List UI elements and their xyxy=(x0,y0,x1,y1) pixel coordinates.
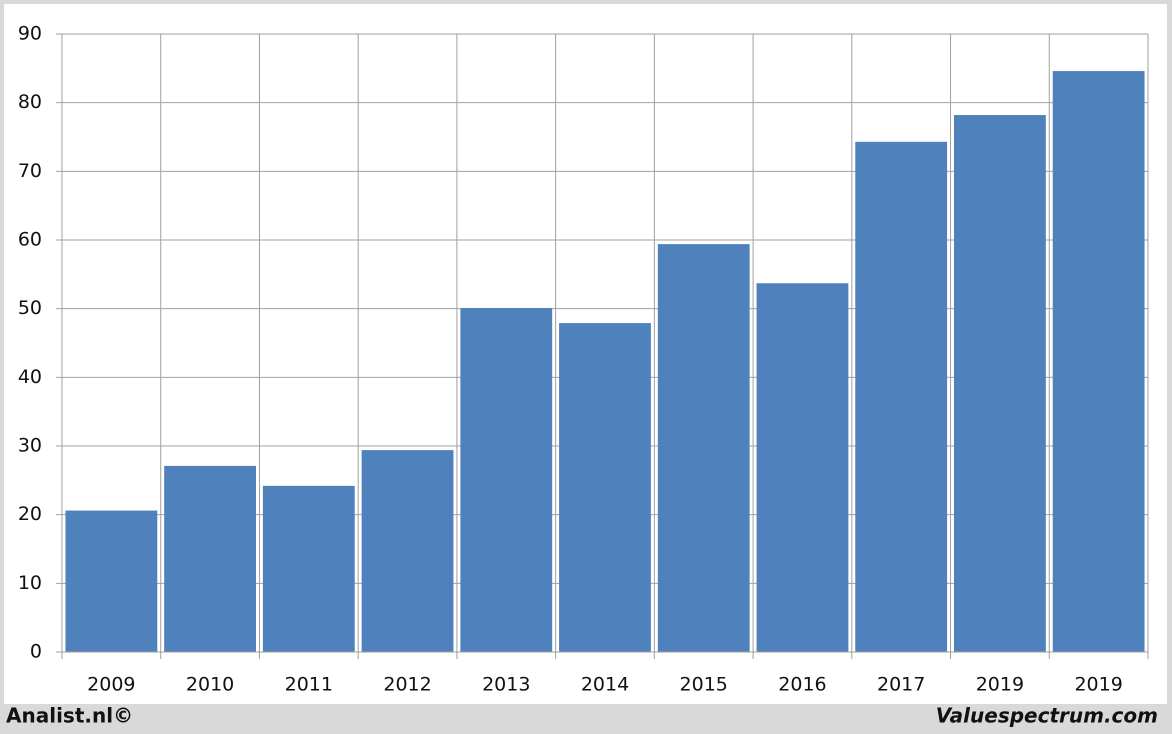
x-tick-label: 2017 xyxy=(877,674,925,696)
x-tick-label: 2011 xyxy=(285,674,333,696)
bar xyxy=(164,465,256,652)
y-tick-label: 60 xyxy=(18,229,42,251)
bar xyxy=(1052,71,1145,652)
x-tick-label: 2016 xyxy=(778,674,826,696)
footer-right: Valuespectrum.com xyxy=(936,704,1158,728)
y-tick-label: 90 xyxy=(18,23,42,45)
y-tick-label: 0 xyxy=(30,641,42,663)
y-tick-label: 80 xyxy=(18,91,42,113)
bar xyxy=(460,307,553,652)
x-tick-label: 2012 xyxy=(383,674,431,696)
bar xyxy=(855,141,948,652)
y-tick-label: 50 xyxy=(18,297,42,319)
x-tick-label: 2015 xyxy=(680,674,728,696)
x-tick-label: 2019 xyxy=(1074,674,1122,696)
bar xyxy=(559,323,651,652)
bar xyxy=(262,485,355,652)
bar xyxy=(756,283,849,652)
y-tick-label: 40 xyxy=(18,366,42,388)
x-tick-label: 2013 xyxy=(482,674,530,696)
y-tick-label: 70 xyxy=(18,160,42,182)
x-tick-label: 2014 xyxy=(581,674,629,696)
x-tick-label: 2019 xyxy=(976,674,1024,696)
bar xyxy=(954,115,1046,652)
y-tick-label: 20 xyxy=(18,503,42,525)
footer-left: Analist.nl© xyxy=(6,704,133,728)
bar xyxy=(65,510,158,652)
y-tick-label: 10 xyxy=(18,572,42,594)
x-tick-label: 2009 xyxy=(87,674,135,696)
x-tick-label: 2010 xyxy=(186,674,234,696)
y-tick-label: 30 xyxy=(18,435,42,457)
bar xyxy=(361,450,454,652)
bar xyxy=(657,244,750,652)
